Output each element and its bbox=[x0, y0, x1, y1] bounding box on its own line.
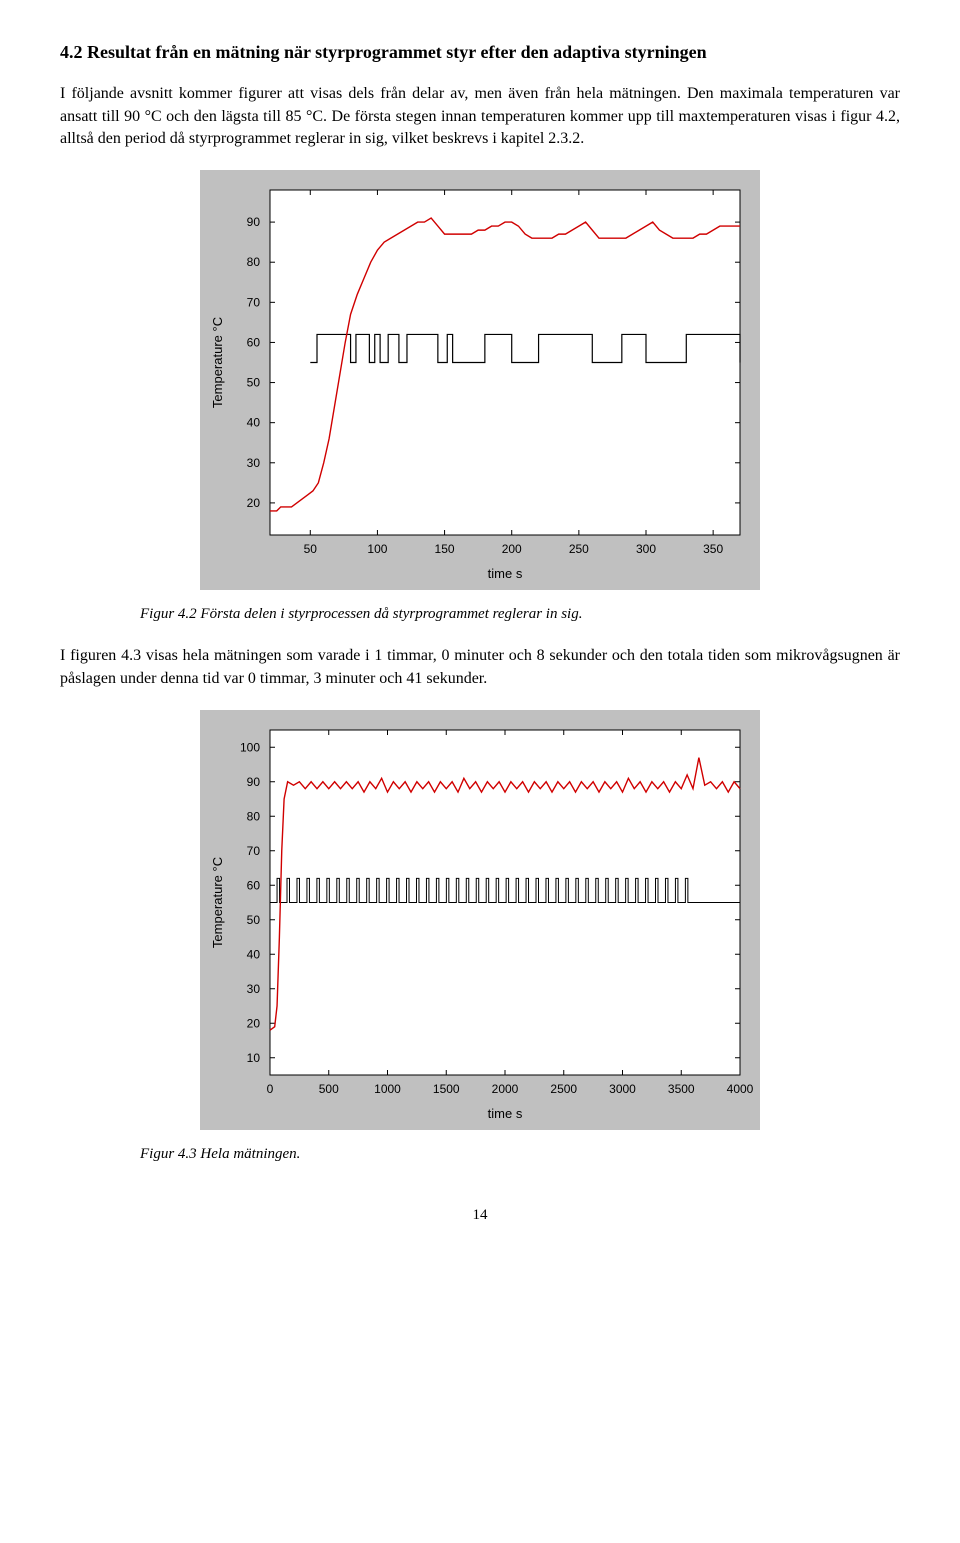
svg-text:90: 90 bbox=[247, 215, 261, 229]
svg-text:350: 350 bbox=[703, 542, 723, 556]
svg-text:0: 0 bbox=[267, 1082, 274, 1096]
svg-text:20: 20 bbox=[247, 1016, 261, 1030]
paragraph-1: I följande avsnitt kommer figurer att vi… bbox=[60, 83, 900, 150]
svg-text:300: 300 bbox=[636, 542, 656, 556]
svg-text:40: 40 bbox=[247, 416, 261, 430]
page-number: 14 bbox=[60, 1205, 900, 1226]
svg-text:2500: 2500 bbox=[550, 1082, 577, 1096]
figure-4-3-caption: Figur 4.3 Hela mätningen. bbox=[140, 1144, 900, 1165]
svg-text:20: 20 bbox=[247, 496, 261, 510]
svg-text:70: 70 bbox=[247, 844, 261, 858]
svg-text:3000: 3000 bbox=[609, 1082, 636, 1096]
svg-text:60: 60 bbox=[247, 336, 261, 350]
svg-text:30: 30 bbox=[247, 456, 261, 470]
svg-text:1000: 1000 bbox=[374, 1082, 401, 1096]
svg-text:3500: 3500 bbox=[668, 1082, 695, 1096]
svg-text:60: 60 bbox=[247, 878, 261, 892]
svg-text:50: 50 bbox=[247, 376, 261, 390]
section-title: 4.2 Resultat från en mätning när styrpro… bbox=[60, 40, 900, 65]
svg-text:30: 30 bbox=[247, 982, 261, 996]
svg-text:70: 70 bbox=[247, 296, 261, 310]
svg-text:time s: time s bbox=[488, 566, 523, 581]
svg-text:250: 250 bbox=[569, 542, 589, 556]
figure-4-2-caption: Figur 4.2 Första delen i styrprocessen d… bbox=[140, 604, 900, 625]
svg-text:2000: 2000 bbox=[492, 1082, 519, 1096]
svg-text:90: 90 bbox=[247, 775, 261, 789]
svg-text:80: 80 bbox=[247, 809, 261, 823]
svg-text:Temperature °C: Temperature °C bbox=[210, 857, 225, 948]
svg-text:50: 50 bbox=[247, 913, 261, 927]
svg-text:Temperature °C: Temperature °C bbox=[210, 317, 225, 408]
svg-text:150: 150 bbox=[435, 542, 455, 556]
figure-4-3: 0 500 1000 1500 2000 2500 3000 3500 4000 10 20 30 40… bbox=[60, 710, 900, 1130]
svg-text:1500: 1500 bbox=[433, 1082, 460, 1096]
svg-text:500: 500 bbox=[319, 1082, 339, 1096]
svg-text:time s: time s bbox=[488, 1106, 523, 1121]
figure-4-2: 50 100 150 200 250 300 350 20 30 40 50 60 70 80 90 time… bbox=[60, 170, 900, 590]
svg-text:100: 100 bbox=[240, 740, 260, 754]
svg-text:10: 10 bbox=[247, 1051, 261, 1065]
svg-text:200: 200 bbox=[502, 542, 522, 556]
paragraph-2: I figuren 4.3 visas hela mätningen som v… bbox=[60, 645, 900, 690]
svg-text:100: 100 bbox=[367, 542, 387, 556]
svg-text:50: 50 bbox=[304, 542, 318, 556]
svg-text:4000: 4000 bbox=[727, 1082, 754, 1096]
svg-text:80: 80 bbox=[247, 256, 261, 270]
svg-text:40: 40 bbox=[247, 947, 261, 961]
